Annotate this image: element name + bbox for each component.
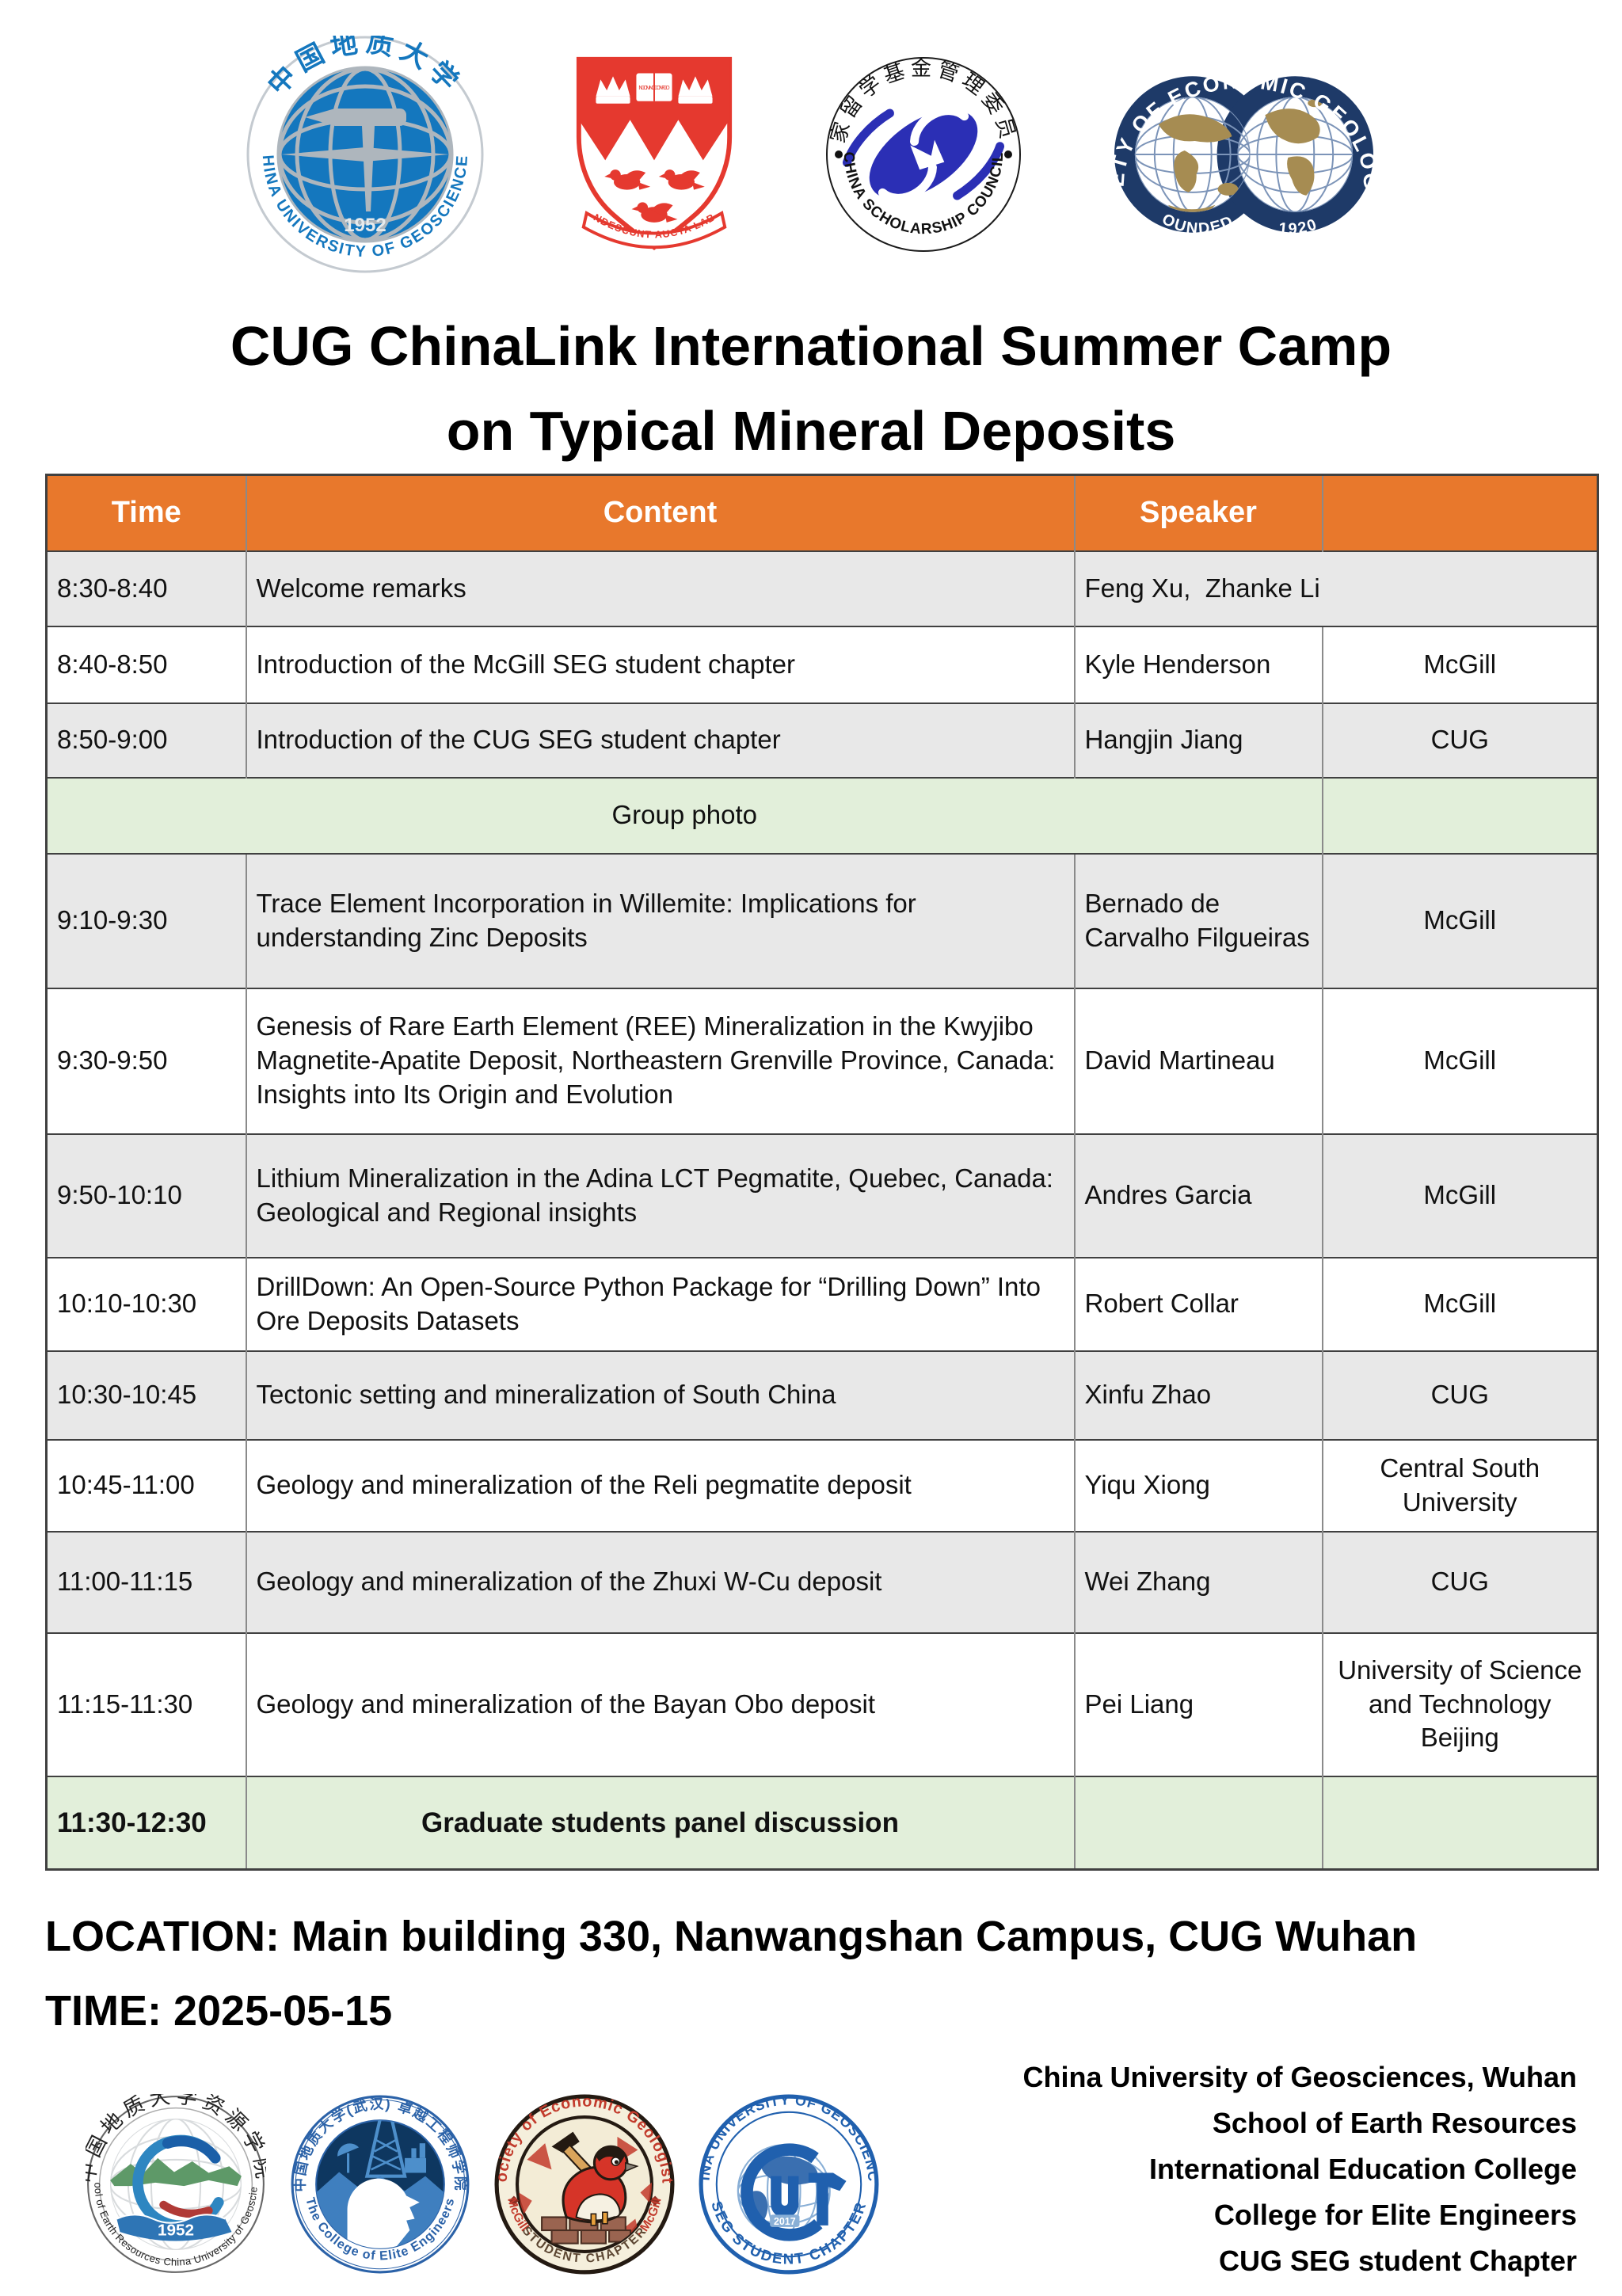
time-cell: 9:10-9:30 [46,852,246,988]
earth-resources-year: 1952 [158,2221,194,2239]
content-cell: Lithium Mineralization in the Adina LCT … [245,1133,1075,1258]
footer-logo-row: 1952 中国地质大学资源学院 School of Earth Resource… [86,2085,879,2284]
time-cell: 8:50-9:00 [46,702,246,778]
cug-university-logo-icon: 1952 中国地质大学 CHINA UNIVERSITY OF GEOSCIEN… [246,36,483,272]
table-row: 8:30-8:40 Welcome remarks Feng Xu, Zhank… [46,550,1598,626]
affiliation-cell: CUG [1321,702,1598,778]
time-cell: 10:30-10:45 [46,1350,246,1440]
empty-cell [1321,776,1598,854]
cug-seg-year: 2017 [774,2216,796,2227]
content-cell: Trace Element Incorporation in Willemite… [245,852,1075,988]
credit-line: School of Earth Resources [1212,2107,1577,2139]
group-photo-row: Group photo [46,776,1598,854]
affiliation-cell: McGill [1321,625,1598,703]
affiliation-cell: McGill [1321,852,1598,988]
content-cell: Introduction of the McGill SEG student c… [245,625,1075,703]
college-of-elite-engineers-logo-icon: 中国地质大学(武汉) 卓越工程师学院 The College of Elite … [291,2095,470,2274]
speaker-cell: Yiqu Xiong [1073,1438,1323,1532]
content-cell: Introduction of the CUG SEG student chap… [245,702,1075,778]
content-cell: DrillDown: An Open-Source Python Package… [245,1256,1075,1351]
school-of-earth-resources-logo-icon: 1952 中国地质大学资源学院 School of Earth Resource… [86,2094,266,2273]
speaker-cell: Xinfu Zhao [1073,1350,1323,1440]
schedule-table: Time Content Speaker 8:30-8:40 Welcome r… [45,474,1599,1871]
speaker-cell: Andres Garcia [1073,1133,1323,1258]
content-cell: Geology and mineralization of the Zhuxi … [245,1530,1075,1633]
time-cell: 11:00-11:15 [46,1530,246,1633]
credit-line: International Education College [1148,2153,1577,2185]
col-header-content: Content [245,474,1075,551]
affiliation-cell: CUG [1321,1530,1598,1633]
speaker-cell: Bernado de Carvalho Filgueiras [1073,852,1323,988]
page-title-line1: CUG ChinaLink International Summer Camp [230,315,1392,377]
time-cell: 8:30-8:40 [46,550,246,626]
table-row: 11:00-11:15 Geology and mineralization o… [46,1530,1598,1633]
table-row: 9:30-9:50 Genesis of Rare Earth Element … [46,987,1598,1134]
panel-discussion-row: 11:30-12:30 Graduate students panel disc… [46,1775,1598,1870]
time-cell: 8:40-8:50 [46,625,246,703]
mcgill-book-motto: IN DOMINO CONFIDO [638,86,669,91]
speaker-cell: Robert Collar [1073,1256,1323,1351]
speaker-cell: Feng Xu, Zhanke Li [1073,550,1598,626]
cug-seg-chapter-logo-icon: 2017 CHINA UNIVERSITY OF GEOSCIENCES SEG… [699,2094,879,2275]
time-cell: 11:30-12:30 [46,1775,246,1870]
content-cell: Genesis of Rare Earth Element (REE) Mine… [245,987,1075,1134]
table-row: 8:40-8:50 Introduction of the McGill SEG… [46,625,1598,703]
location-line: LOCATION: Main building 330, Nanwangshan… [45,1913,1418,1960]
col-header-affiliation [1321,474,1598,551]
content-cell: Graduate students panel discussion [245,1775,1075,1870]
table-header-row: Time Content Speaker [46,474,1598,551]
affiliation-cell: CUG [1321,1350,1598,1440]
mcgill-crest-icon: IN DOMINO CONFIDO GRANDESCUNT AUCTA LABO… [573,51,732,250]
time-cell: 11:15-11:30 [46,1632,246,1776]
empty-cell [1073,1775,1323,1870]
col-header-speaker: Speaker [1073,474,1323,551]
affiliation-cell: McGill [1321,1256,1598,1351]
seg-mcgill-chapter-logo-icon: Society of Economic Geologists McGill · … [494,2094,675,2275]
table-row: 9:50-10:10 Lithium Mineralization in the… [46,1133,1598,1258]
credit-line: CUG SEG student Chapter [1218,2245,1577,2277]
affiliation-cell: University of Science and Technology Bei… [1321,1632,1598,1776]
page-title-line2: on Typical Mineral Deposits [446,399,1176,462]
content-cell: Geology and mineralization of the Reli p… [245,1438,1075,1532]
table-row: 10:30-10:45 Tectonic setting and mineral… [46,1350,1598,1440]
speaker-cell: David Martineau [1073,987,1323,1134]
table-row: 10:10-10:30 DrillDown: An Open-Source Py… [46,1256,1598,1351]
affiliation-cell: Central South University [1321,1438,1598,1532]
table-row: 10:45-11:00 Geology and mineralization o… [46,1438,1598,1532]
credit-line: China University of Geosciences, Wuhan [1022,2061,1577,2093]
affiliation-cell: McGill [1321,987,1598,1134]
content-cell: Tectonic setting and mineralization of S… [245,1350,1075,1440]
content-cell: Welcome remarks [245,550,1075,626]
speaker-cell: Kyle Henderson [1073,625,1323,703]
time-cell: 9:50-10:10 [46,1133,246,1258]
speaker-cell: Pei Liang [1073,1632,1323,1776]
time-cell: 9:30-9:50 [46,987,246,1134]
date-line: TIME: 2025-05-15 [45,1987,393,2035]
time-cell: 10:45-11:00 [46,1438,246,1532]
content-cell: Geology and mineralization of the Bayan … [245,1632,1075,1776]
time-cell: 10:10-10:30 [46,1256,246,1351]
footer: 1952 中国地质大学资源学院 School of Earth Resource… [0,2048,1622,2284]
empty-cell [1321,1775,1598,1870]
china-scholarship-council-logo-icon: 国家留学基金管理委员会 CHINA SCHOLARSHIP COUNCIL [824,55,1021,252]
speaker-cell: Wei Zhang [1073,1530,1323,1633]
credit-line: College for Elite Engineers [1213,2199,1577,2231]
table-row: 11:15-11:30 Geology and mineralization o… [46,1632,1598,1776]
cug-founding-year: 1952 [344,215,386,236]
credits-block: China University of Geosciences, Wuhan S… [879,2054,1622,2284]
table-row: 9:10-9:30 Trace Element Incorporation in… [46,852,1598,988]
top-logo-row: 1952 中国地质大学 CHINA UNIVERSITY OF GEOSCIEN… [0,0,1622,275]
seg-society-logo-icon: SOCIETY OF ECONOMIC GEOLOGISTS FOUNDED 1… [1111,45,1376,238]
speaker-cell: Hangjin Jiang [1073,702,1323,778]
table-row: 8:50-9:00 Introduction of the CUG SEG st… [46,702,1598,778]
group-photo-cell: Group photo [46,776,1323,854]
col-header-time: Time [46,474,246,551]
affiliation-cell: McGill [1321,1133,1598,1258]
